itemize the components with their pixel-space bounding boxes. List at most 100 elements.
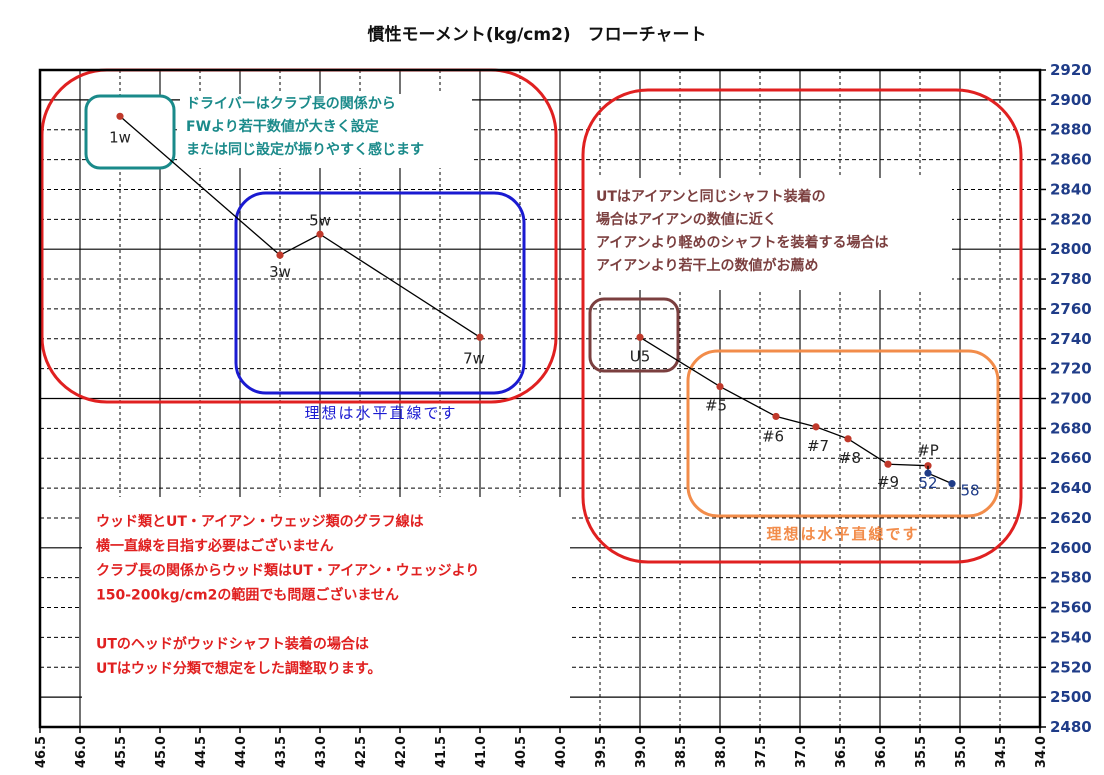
x-tick-label: 43.5 [274,736,289,768]
y-tick-label: 2880 [1050,121,1092,139]
driver-box-box [84,94,176,170]
point-label: #7 [807,437,829,455]
y-tick-label: 2900 [1050,91,1092,109]
y-tick-label: 2660 [1050,449,1092,467]
x-tick-label: 39.5 [594,736,609,768]
iron-group-box [581,88,1023,564]
x-tick-label: 36.5 [834,736,849,768]
x-tick-label: 38.0 [714,736,729,768]
y-tick-label: 2580 [1050,569,1092,587]
iron-ideal-line: 理想は水平直線です [766,525,919,543]
ut-note-panel [586,178,952,290]
y-tick-label: 2520 [1050,658,1092,676]
x-tick-label: 41.5 [434,736,449,768]
series-line-0 [119,115,481,338]
ut-box-box [588,297,680,373]
main-note-line: ウッド類とUT・アイアン・ウェッジ類のグラフ線は [96,513,424,530]
x-tick-label: 41.0 [474,736,489,768]
data-point-1-3 [812,423,820,431]
point-label: #P [917,442,939,460]
data-point-1-1 [716,382,724,391]
x-tick-label: 40.5 [514,736,529,768]
data-point-0-2 [316,230,324,238]
x-tick-label: 34.5 [994,736,1009,768]
main-note-line: 横一直線を目指す必要はございません [96,538,334,555]
y-tick-label: 2700 [1050,390,1092,408]
wood-ideal-line: 理想は水平直線です [304,404,457,422]
x-tick-label: 35.0 [954,736,969,768]
y-tick-label: 2860 [1050,151,1092,169]
y-tick-label: 2540 [1050,628,1092,646]
point-label: U5 [630,347,651,365]
y-tick-label: 2560 [1050,599,1092,617]
y-tick-label: 2840 [1050,180,1092,198]
main-note-line: UTはウッド分類で想定をした調整取ります。 [96,660,382,677]
data-point-1-2 [772,412,780,421]
point-label: 1w [109,128,131,146]
x-tick-label: 40.0 [554,736,569,768]
x-tick-label: 36.0 [874,736,889,768]
highlight-box-layer [40,68,1023,727]
chart-title: 慣性モーメント(kg/cm2) フローチャート [368,24,707,45]
data-point-2-1 [924,469,932,477]
y-tick-label: 2680 [1050,419,1092,437]
driver-note-panel [180,94,472,168]
x-tick-label: 45.0 [154,736,169,768]
y-tick-label: 2620 [1050,509,1092,527]
data-point-0-0 [116,112,124,120]
point-label: #8 [839,449,861,467]
x-tick-label: 38.5 [674,736,689,768]
point-label: #9 [877,473,899,491]
x-tick-label: 39.0 [634,736,649,768]
driver-note-line: FWより若干数値が大きく設定 [186,118,379,135]
x-tick-label: 46.5 [34,736,49,768]
y-tick-label: 2720 [1050,360,1092,378]
main-note-panel [82,497,570,727]
point-label: 58 [960,482,979,500]
y-tick-label: 2820 [1050,210,1092,228]
data-point-0-1 [276,251,284,259]
point-label: 7w [463,349,485,367]
point-label: #6 [762,427,784,445]
point-label: 5w [309,211,331,229]
y-tick-label: 2600 [1050,539,1092,557]
driver-note-line: または同じ設定が振りやすく感じます [186,141,424,158]
point-label: #5 [705,397,727,415]
point-label: 52 [918,474,937,492]
y-tick-label: 2500 [1050,688,1092,706]
x-tick-label: 34.0 [1034,736,1049,768]
y-tick-label: 2740 [1050,330,1092,348]
ut-note-line: UTはアイアンと同じシャフト装着の [596,188,826,205]
axis-layer: 46.5 46.0 45.5 45.0 44.5 44.0 43.5 43.0 42.5 42.0… [34,61,1092,768]
data-point-1-5 [884,460,892,468]
point-label: 3w [269,263,291,281]
x-tick-label: 45.5 [114,736,129,768]
x-tick-label: 37.5 [754,736,769,768]
data-point-1-0 [636,333,644,341]
y-tick-label: 2780 [1050,270,1092,288]
ut-note-line: 場合はアイアンの数値に近く [596,211,777,228]
x-tick-label: 42.5 [354,736,369,768]
data-point-0-3 [476,333,484,341]
x-tick-label: 35.5 [914,736,929,768]
main-note-line: 150-200kg/cm2の範囲でも問題ございません [96,587,399,604]
y-tick-label: 2920 [1050,61,1092,79]
main-note-line: クラブ長の関係からウッド類はUT・アイアン・ウェッジより [96,562,479,579]
y-tick-label: 2480 [1050,718,1092,736]
main-note-line: UTのヘッドがウッドシャフト装着の場合は [96,636,369,653]
x-tick-label: 42.0 [394,736,409,768]
x-tick-label: 44.0 [234,736,249,768]
fw-ideal-box-box [234,191,526,395]
data-point-2-2 [948,480,956,488]
annotation-layer: ドライバーはクラブ長の関係から FWより若干数値が大きく設定または同じ設定が振りや… [96,95,919,677]
ut-note-line: アイアンより若干上の数値がお薦め [596,257,818,274]
x-tick-label: 37.0 [794,736,809,768]
x-tick-label: 43.0 [314,736,329,768]
series-layer: 1w 3w 5w 7w U5 #5 #6 #7 #8 #9 #P 52 58 [109,112,980,500]
x-tick-label: 44.5 [194,736,209,768]
ut-note-line: アイアンより軽めのシャフトを装着する場合は [596,234,888,251]
y-tick-label: 2800 [1050,240,1092,258]
iron-ideal-box-box [686,349,1000,518]
